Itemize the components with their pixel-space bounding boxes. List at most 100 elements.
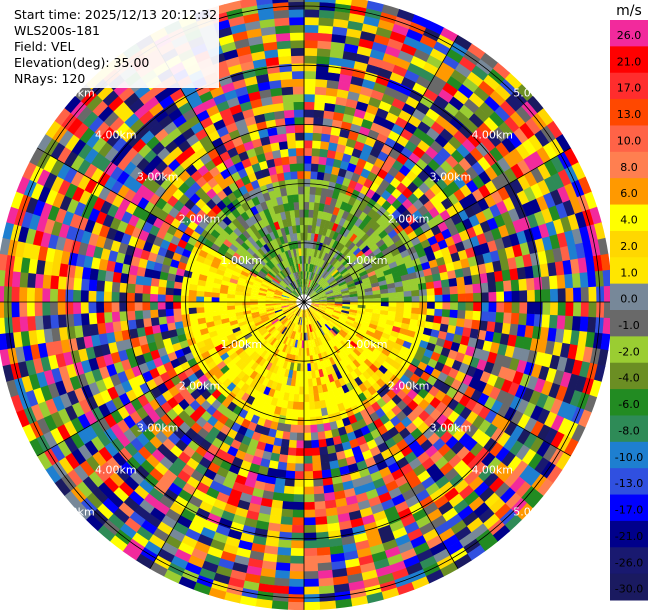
velocity-gate xyxy=(145,453,160,469)
velocity-gate xyxy=(273,293,282,298)
velocity-gate xyxy=(204,280,214,288)
velocity-gate xyxy=(162,256,173,267)
velocity-gate xyxy=(255,335,264,344)
velocity-gate xyxy=(302,325,304,334)
velocity-gate xyxy=(103,175,118,191)
velocity-gate xyxy=(209,85,225,99)
velocity-gate xyxy=(353,165,364,176)
velocity-gate xyxy=(280,438,290,448)
velocity-gate xyxy=(349,296,359,300)
colorbar-tick-label: 6.0 xyxy=(620,187,638,200)
velocity-gate xyxy=(147,251,158,263)
velocity-gate xyxy=(305,309,309,318)
velocity-gate xyxy=(459,56,477,73)
velocity-gate xyxy=(147,410,161,424)
velocity-gate xyxy=(113,330,124,343)
velocity-gate xyxy=(261,490,274,500)
velocity-gate xyxy=(275,245,283,254)
velocity-gate xyxy=(342,50,358,62)
velocity-gate xyxy=(184,501,200,515)
velocity-gate xyxy=(361,78,377,90)
velocity-gate xyxy=(316,48,332,58)
velocity-gate xyxy=(303,455,313,464)
velocity-gate xyxy=(312,209,319,219)
velocity-gate xyxy=(476,232,488,246)
velocity-gate xyxy=(458,394,471,408)
velocity-gate xyxy=(140,459,155,474)
velocity-gate xyxy=(345,138,357,149)
velocity-gate xyxy=(138,498,155,514)
velocity-gate xyxy=(155,393,168,407)
velocity-gate xyxy=(2,221,15,240)
velocity-gate xyxy=(447,454,463,469)
velocity-gate xyxy=(289,432,298,441)
colorbar-box xyxy=(610,283,648,311)
velocity-gate xyxy=(562,387,576,405)
velocity-gate xyxy=(227,289,236,295)
velocity-gate xyxy=(330,126,342,137)
velocity-gate xyxy=(409,318,419,327)
velocity-gate xyxy=(245,147,257,159)
velocity-gate xyxy=(194,394,207,406)
velocity-gate xyxy=(296,232,301,241)
colorbar-boxes xyxy=(610,20,648,601)
velocity-gate xyxy=(142,293,151,302)
velocity-gate xyxy=(243,332,253,340)
velocity-gate xyxy=(297,309,302,317)
velocity-gate xyxy=(98,332,109,346)
velocity-gate xyxy=(145,135,161,150)
velocity-gate xyxy=(265,299,274,302)
velocity-gate xyxy=(281,86,294,96)
velocity-gate xyxy=(123,401,137,416)
velocity-gate xyxy=(325,382,333,392)
velocity-gate xyxy=(516,84,534,102)
velocity-gate xyxy=(448,277,458,288)
velocity-gate xyxy=(283,485,295,495)
velocity-gate xyxy=(394,90,410,104)
colorbar-box xyxy=(610,415,648,443)
velocity-gate xyxy=(333,182,343,193)
velocity-gate xyxy=(479,349,491,363)
velocity-gate xyxy=(394,16,413,30)
velocity-gate xyxy=(267,345,275,354)
velocity-gate xyxy=(71,448,87,466)
velocity-gate xyxy=(298,394,304,403)
velocity-gate xyxy=(263,419,273,429)
velocity-gate xyxy=(529,405,544,422)
velocity-gate xyxy=(249,205,259,216)
velocity-gate xyxy=(259,311,268,317)
velocity-gate xyxy=(43,327,54,343)
velocity-gate xyxy=(303,509,316,518)
velocity-gate xyxy=(435,114,450,129)
velocity-gate xyxy=(571,316,581,332)
velocity-gate xyxy=(270,380,278,391)
velocity-gate xyxy=(169,358,181,369)
velocity-gate xyxy=(433,315,443,325)
colorbar-tick-label: -10.0 xyxy=(615,451,643,464)
velocity-gate xyxy=(259,285,269,291)
velocity-gate xyxy=(59,392,72,409)
velocity-gate xyxy=(522,253,533,268)
velocity-gate xyxy=(237,244,247,254)
velocity-gate xyxy=(400,146,414,160)
velocity-gate xyxy=(377,524,393,537)
velocity-gate xyxy=(173,94,190,109)
velocity-gate xyxy=(50,443,66,462)
velocity-gate xyxy=(177,120,192,134)
velocity-gate xyxy=(187,236,198,247)
velocity-gate xyxy=(282,327,289,336)
velocity-gate xyxy=(151,324,161,335)
velocity-gate xyxy=(60,338,71,354)
velocity-gate xyxy=(230,255,240,264)
velocity-gate xyxy=(199,526,216,540)
velocity-gate xyxy=(453,90,470,106)
velocity-gate xyxy=(172,457,187,471)
velocity-gate xyxy=(422,502,439,516)
velocity-gate xyxy=(323,286,332,292)
velocity-gate xyxy=(401,394,413,406)
velocity-gate xyxy=(173,308,182,316)
velocity-gate xyxy=(497,343,508,357)
velocity-gate xyxy=(303,547,318,557)
velocity-gate xyxy=(35,259,46,275)
velocity-gate xyxy=(0,237,11,256)
